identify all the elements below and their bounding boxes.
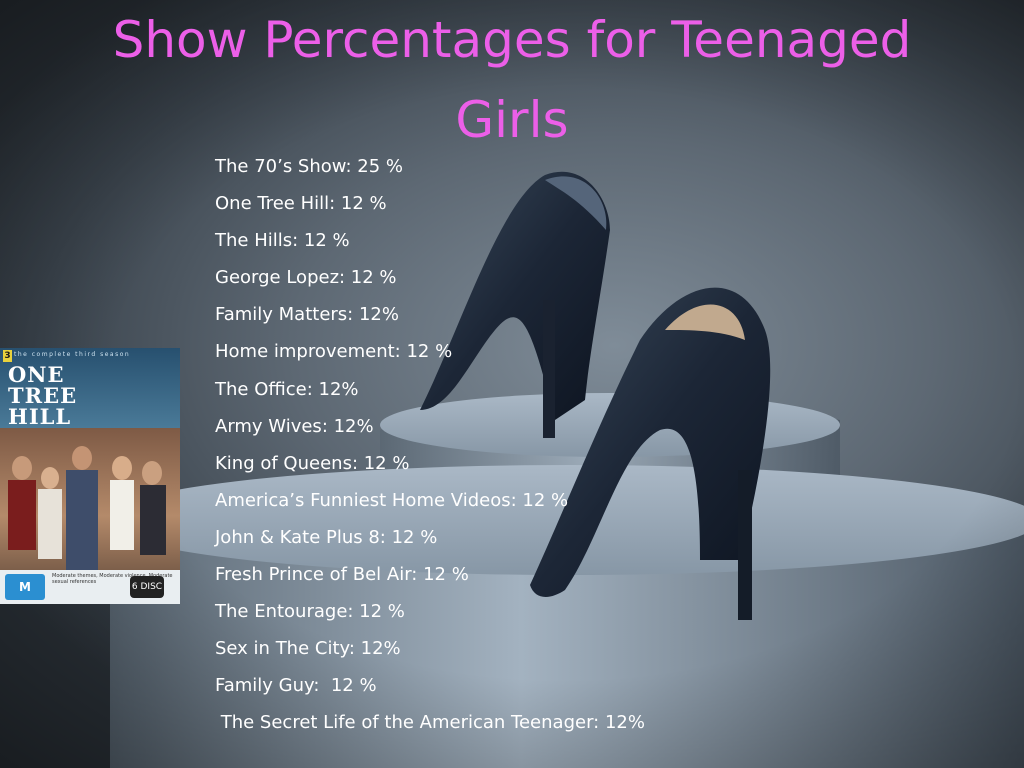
list-item: Fresh Prince of Bel Air: 12 %: [215, 564, 469, 586]
list-item: King of Queens: 12 %: [215, 452, 410, 474]
list-item: The Hills: 12 %: [215, 230, 350, 252]
one-tree-hill-dvd-cover: 3 the complete third season ONE TREE HIL…: [0, 348, 180, 604]
list-item: The Office: 12%: [215, 378, 359, 400]
disc-badge: 6 DISC SET: [130, 576, 164, 598]
dvd-logo: ONE TREE HILL: [8, 362, 78, 429]
rating-text: Moderate themes, Moderate violence, Mode…: [52, 573, 173, 585]
list-item: Family Guy: 12 %: [215, 675, 377, 697]
front-shoe: [530, 287, 771, 597]
season-number: 3: [3, 350, 12, 362]
list-item: George Lopez: 12 %: [215, 267, 397, 289]
dvd-tagline: the complete third season: [14, 351, 131, 358]
list-item: Family Matters: 12%: [215, 304, 399, 326]
list-item: Sex in The City: 12%: [215, 638, 401, 660]
slide-title: Show Percentages for Teenaged Girls: [112, 11, 912, 149]
rating-badge: M: [5, 574, 45, 600]
list-item: Home improvement: 12 %: [215, 341, 453, 363]
list-item: One Tree Hill: 12 %: [215, 193, 387, 215]
list-item: John & Kate Plus 8: 12 %: [215, 526, 438, 548]
list-item: The Entourage: 12 %: [215, 601, 405, 623]
list-item: The Secret Life of the American Teenager…: [215, 712, 645, 734]
back-shoe: [420, 171, 610, 420]
list-item: America’s Funniest Home Videos: 12 %: [215, 489, 569, 511]
show-list: The 70’s Show: 25 % One Tree Hill: 12 % …: [215, 148, 645, 742]
dvd-sky: [0, 348, 180, 428]
cast-silhouettes: [8, 446, 166, 570]
list-item: Army Wives: 12%: [215, 415, 374, 437]
list-item: The 70’s Show: 25 %: [215, 156, 404, 177]
